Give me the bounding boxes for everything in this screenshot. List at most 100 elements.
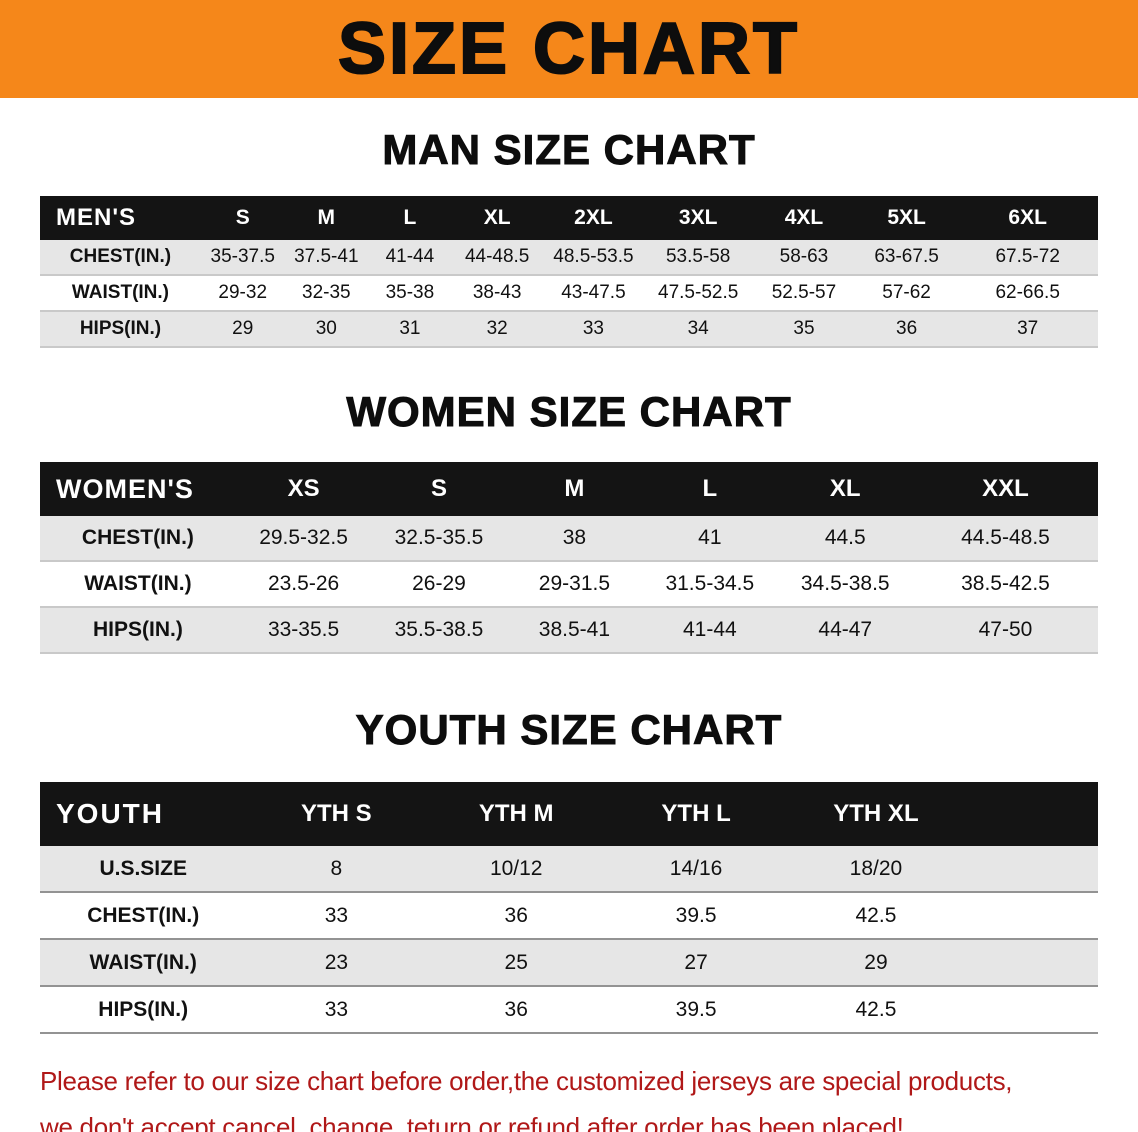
measure-value-cell: 37.5-41 bbox=[284, 240, 369, 276]
measure-value-cell: 47.5-52.5 bbox=[644, 275, 753, 312]
measure-value-cell: 52.5-57 bbox=[752, 275, 856, 312]
measure-value-cell: 35-38 bbox=[368, 275, 452, 312]
measure-label-cell: CHEST(IN.) bbox=[40, 892, 247, 940]
table-row: WAIST(IN.) 23 25 27 29 bbox=[40, 939, 1098, 987]
measure-value-cell: 29 bbox=[786, 939, 966, 987]
measure-value-cell: 63-67.5 bbox=[855, 240, 958, 276]
measure-label-cell: HIPS(IN.) bbox=[40, 986, 247, 1034]
measure-value-cell: 33-35.5 bbox=[235, 607, 372, 654]
measure-value-cell: 33 bbox=[246, 986, 427, 1034]
size-header-cell: YTH XL bbox=[786, 782, 966, 846]
youth-section-heading: YOUTH SIZE CHART bbox=[355, 706, 783, 754]
table-header-row: MEN'S S M L XL 2XL 3XL 4XL 5XL 6XL bbox=[40, 196, 1098, 240]
measure-value-cell: 35 bbox=[752, 311, 856, 348]
filler-cell bbox=[965, 892, 1098, 940]
banner: SIZE CHART bbox=[0, 0, 1138, 98]
measure-value-cell: 23.5-26 bbox=[235, 561, 372, 608]
measure-value-cell: 35.5-38.5 bbox=[371, 607, 507, 654]
measure-value-cell: 32-35 bbox=[284, 275, 369, 312]
measure-value-cell: 32.5-35.5 bbox=[371, 516, 507, 562]
table-header-row: YOUTH YTH S YTH M YTH L YTH XL bbox=[40, 782, 1098, 846]
measure-value-cell: 18/20 bbox=[786, 846, 966, 893]
table-title-cell: YOUTH bbox=[40, 782, 247, 846]
measure-value-cell: 36 bbox=[426, 892, 607, 940]
measure-label-cell: U.S.SIZE bbox=[40, 846, 247, 893]
measure-value-cell: 44.5 bbox=[777, 516, 913, 562]
measure-label-cell: CHEST(IN.) bbox=[40, 516, 236, 562]
measure-value-cell: 35-37.5 bbox=[200, 240, 285, 276]
measure-value-cell: 34 bbox=[644, 311, 753, 348]
table-row: CHEST(IN.) 29.5-32.5 32.5-35.5 38 41 44.5 44.5… bbox=[40, 516, 1098, 562]
measure-value-cell: 33 bbox=[542, 311, 645, 348]
measure-label-cell: HIPS(IN.) bbox=[40, 311, 201, 348]
filler-cell bbox=[965, 782, 1098, 846]
measure-value-cell: 42.5 bbox=[786, 892, 966, 940]
filler-cell bbox=[965, 986, 1098, 1034]
table-row: HIPS(IN.) 33 36 39.5 42.5 bbox=[40, 986, 1098, 1034]
measure-value-cell: 36 bbox=[855, 311, 958, 348]
table-row: U.S.SIZE 8 10/12 14/16 18/20 bbox=[40, 846, 1098, 893]
size-header-cell: S bbox=[200, 196, 285, 240]
notice-line-2: we don't accept cancel, change, teturn o… bbox=[40, 1112, 904, 1132]
size-header-cell: XXL bbox=[912, 462, 1098, 516]
size-header-cell: 3XL bbox=[644, 196, 753, 240]
page-title: SIZE CHART bbox=[337, 8, 800, 90]
size-header-cell: 2XL bbox=[542, 196, 645, 240]
size-header-cell: YTH S bbox=[246, 782, 427, 846]
measure-label-cell: WAIST(IN.) bbox=[40, 561, 236, 608]
measure-value-cell: 41-44 bbox=[642, 607, 778, 654]
table-header-row: WOMEN'S XS S M L XL XXL bbox=[40, 462, 1098, 516]
size-header-cell: 5XL bbox=[855, 196, 958, 240]
measure-label-cell: HIPS(IN.) bbox=[40, 607, 236, 654]
measure-value-cell: 36 bbox=[426, 986, 607, 1034]
size-header-cell: XL bbox=[777, 462, 913, 516]
women-section-heading: WOMEN SIZE CHART bbox=[346, 388, 792, 436]
table-title-cell: MEN'S bbox=[40, 196, 201, 240]
notice-line-1: Please refer to our size chart before or… bbox=[40, 1066, 1013, 1096]
measure-value-cell: 33 bbox=[246, 892, 427, 940]
size-header-cell: YTH L bbox=[606, 782, 787, 846]
measure-value-cell: 37 bbox=[957, 311, 1098, 348]
measure-value-cell: 34.5-38.5 bbox=[777, 561, 913, 608]
measure-value-cell: 39.5 bbox=[606, 892, 787, 940]
measure-value-cell: 29.5-32.5 bbox=[235, 516, 372, 562]
women-section: WOMEN SIZE CHART WOMEN'S XS S M L XL XXL CHEST(… bbox=[0, 388, 1138, 654]
measure-value-cell: 26-29 bbox=[371, 561, 507, 608]
measure-value-cell: 23 bbox=[246, 939, 427, 987]
size-header-cell: M bbox=[284, 196, 369, 240]
youth-size-table: YOUTH YTH S YTH M YTH L YTH XL U.S.SIZE 8 10/12… bbox=[40, 782, 1098, 1034]
measure-value-cell: 44-48.5 bbox=[451, 240, 543, 276]
measure-value-cell: 30 bbox=[284, 311, 369, 348]
measure-value-cell: 57-62 bbox=[855, 275, 958, 312]
youth-section: YOUTH SIZE CHART YOUTH YTH S YTH M YTH L YTH… bbox=[0, 706, 1138, 1034]
measure-value-cell: 43-47.5 bbox=[542, 275, 645, 312]
women-size-table: WOMEN'S XS S M L XL XXL CHEST(IN.) 29.5-32.5 32.5… bbox=[40, 462, 1098, 654]
measure-value-cell: 31.5-34.5 bbox=[642, 561, 778, 608]
size-header-cell: XS bbox=[235, 462, 372, 516]
men-section: MAN SIZE CHART MEN'S S M L XL 2XL 3XL 4XL 5XL 6XL… bbox=[0, 126, 1138, 348]
table-row: CHEST(IN.) 35-37.5 37.5-41 41-44 44-48.5 48.5… bbox=[40, 240, 1098, 276]
measure-label-cell: WAIST(IN.) bbox=[40, 275, 201, 312]
measure-value-cell: 42.5 bbox=[786, 986, 966, 1034]
size-header-cell: YTH M bbox=[426, 782, 607, 846]
measure-value-cell: 29 bbox=[200, 311, 285, 348]
men-size-table: MEN'S S M L XL 2XL 3XL 4XL 5XL 6XL CHEST(IN.) 35-37… bbox=[40, 196, 1098, 348]
measure-value-cell: 58-63 bbox=[752, 240, 856, 276]
table-title-cell: WOMEN'S bbox=[40, 462, 236, 516]
measure-value-cell: 41-44 bbox=[368, 240, 452, 276]
measure-value-cell: 32 bbox=[451, 311, 543, 348]
measure-value-cell: 29-32 bbox=[200, 275, 285, 312]
measure-value-cell: 39.5 bbox=[606, 986, 787, 1034]
table-row: HIPS(IN.) 29 30 31 32 33 34 35 36 37 bbox=[40, 311, 1098, 348]
size-header-cell: S bbox=[371, 462, 507, 516]
measure-label-cell: CHEST(IN.) bbox=[40, 240, 201, 276]
size-header-cell: L bbox=[368, 196, 452, 240]
measure-value-cell: 29-31.5 bbox=[506, 561, 643, 608]
measure-value-cell: 27 bbox=[606, 939, 787, 987]
size-header-cell: 4XL bbox=[752, 196, 856, 240]
measure-value-cell: 38 bbox=[506, 516, 643, 562]
size-header-cell: XL bbox=[451, 196, 543, 240]
table-row: WAIST(IN.) 23.5-26 26-29 29-31.5 31.5-34.5 34… bbox=[40, 561, 1098, 608]
measure-value-cell: 48.5-53.5 bbox=[542, 240, 645, 276]
